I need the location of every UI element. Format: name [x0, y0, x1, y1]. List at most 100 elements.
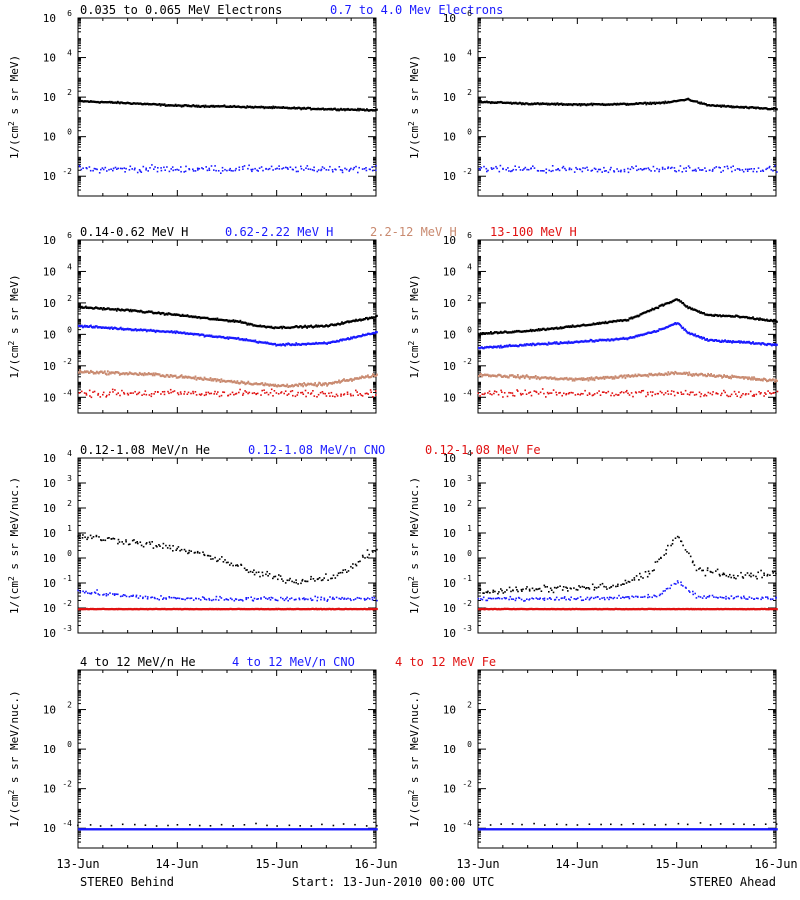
data-point: [514, 330, 517, 333]
data-point: [580, 392, 582, 395]
data-point: [664, 168, 666, 170]
data-point: [701, 169, 704, 171]
data-point: [288, 608, 291, 611]
data-point: [165, 598, 167, 600]
data-point: [123, 393, 126, 395]
data-point: [539, 377, 542, 380]
data-point: [278, 607, 281, 611]
data-point: [235, 381, 238, 384]
data-point: [252, 168, 254, 171]
data-point: [537, 376, 540, 379]
data-point: [346, 393, 349, 395]
data-point: [321, 166, 324, 168]
data-point: [295, 607, 298, 611]
data-point: [487, 392, 489, 394]
data-point: [193, 377, 196, 380]
data-point: [237, 607, 240, 610]
data-point: [106, 327, 109, 330]
data-point: [83, 591, 86, 594]
data-point: [680, 391, 682, 394]
data-point: [479, 333, 481, 336]
data-point: [776, 320, 778, 323]
data-point: [110, 308, 113, 311]
data-point: [747, 393, 750, 395]
data-point: [148, 329, 151, 332]
data-point: [120, 101, 123, 104]
data-point: [275, 599, 277, 601]
data-point: [105, 326, 108, 329]
data-point: [282, 383, 285, 387]
data-point: [271, 597, 274, 599]
data-point: [609, 168, 611, 171]
data-point: [484, 100, 486, 103]
data-point: [569, 377, 572, 380]
data-point: [552, 377, 555, 380]
data-point: [590, 339, 593, 342]
data-point: [561, 342, 564, 345]
data-point: [512, 331, 515, 334]
data-point: [487, 346, 489, 349]
data-point: [567, 340, 570, 343]
data-point: [230, 379, 233, 382]
data-point: [510, 102, 513, 105]
data-point: [630, 316, 633, 319]
data-point: [349, 320, 351, 323]
data-point: [282, 343, 285, 346]
data-point: [603, 103, 606, 106]
data-point: [332, 574, 335, 577]
data-point: [286, 579, 289, 582]
data-point: [274, 105, 277, 109]
data-point: [766, 318, 768, 321]
data-point: [91, 608, 93, 611]
data-point: [99, 370, 102, 373]
data-point: [323, 108, 325, 111]
data-point: [240, 338, 243, 341]
data-point: [292, 326, 295, 329]
data-point: [322, 342, 324, 345]
data-point: [101, 101, 104, 104]
data-point: [361, 554, 364, 557]
data-point: [308, 107, 310, 110]
data-point: [110, 538, 113, 540]
data-point: [178, 607, 181, 611]
data-point: [210, 608, 213, 611]
data-point: [141, 607, 144, 611]
data-point: [709, 104, 711, 107]
data-point: [172, 313, 175, 316]
data-point: [554, 103, 557, 106]
data-point: [723, 340, 725, 343]
data-point: [282, 580, 284, 582]
data-point: [618, 375, 621, 378]
data-point: [340, 608, 342, 611]
data-point: [776, 108, 778, 111]
data-point: [763, 342, 765, 345]
data-point: [711, 393, 714, 396]
data-point: [155, 373, 158, 376]
data-point: [105, 373, 108, 376]
y-tick-label-exponent: 6: [467, 9, 472, 18]
data-point: [251, 392, 254, 395]
data-point: [497, 101, 500, 104]
data-point: [234, 381, 237, 384]
data-point: [666, 326, 669, 329]
data-point: [90, 324, 92, 327]
data-point: [718, 339, 720, 342]
data-point: [647, 102, 650, 105]
data-point: [110, 168, 112, 170]
data-point: [524, 330, 527, 333]
data-point: [358, 335, 360, 338]
data-point: [294, 395, 297, 398]
data-point: [490, 167, 493, 169]
data-point: [253, 608, 256, 611]
data-point: [364, 557, 366, 559]
data-point: [626, 102, 629, 105]
data-point: [592, 102, 595, 105]
data-point: [188, 549, 191, 552]
data-point: [166, 608, 169, 611]
data-point: [325, 169, 328, 171]
data-point: [775, 320, 777, 323]
data-point: [312, 383, 314, 386]
data-point: [267, 168, 270, 171]
data-point: [343, 378, 345, 381]
data-point: [372, 551, 374, 553]
